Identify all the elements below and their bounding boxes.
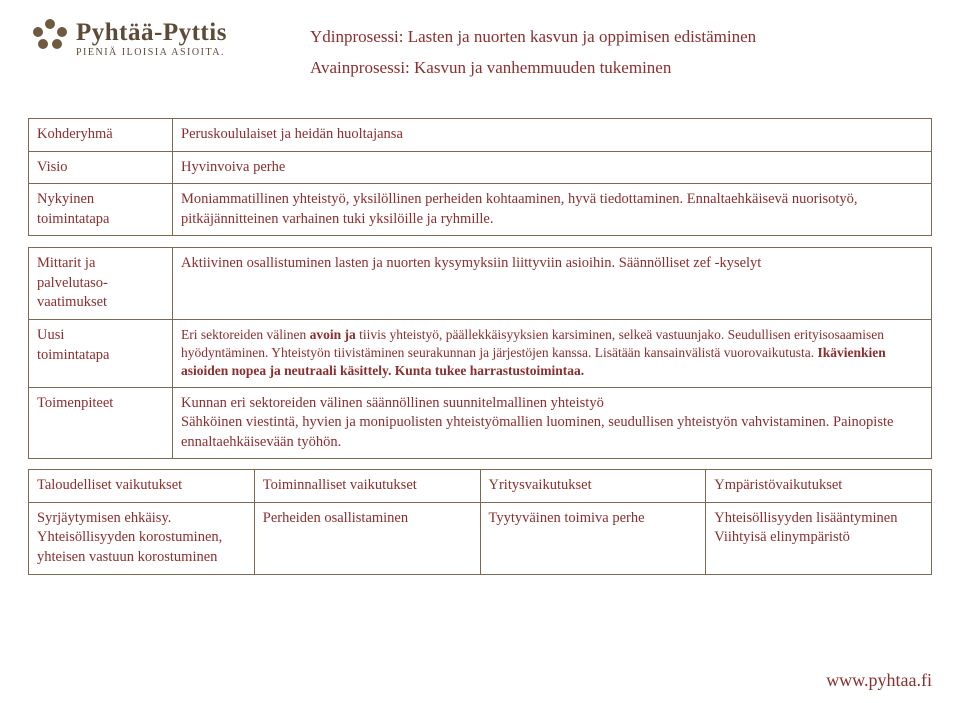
header-processes: Ydinprosessi: Lasten ja nuorten kasvun j… [310, 22, 756, 83]
row-mittarit-label: Mittarit ja palvelutaso- vaatimukset [29, 248, 173, 320]
row-nykyinen-value: Moniammatillinen yhteistyö, yksilöllinen… [173, 184, 932, 236]
row-mittarit-value: Aktiivinen osallistuminen lasten ja nuor… [173, 248, 932, 320]
logo-flower-icon [28, 14, 72, 63]
impacts-c1: Syrjäytymisen ehkäisy. Yhteisöllisyyden … [29, 502, 255, 574]
impacts-c2: Perheiden osallistaminen [254, 502, 480, 574]
logo-subtitle: PIENIÄ ILOISIA ASIOITA. [76, 47, 227, 58]
row-uusi-label: Uusi toimintatapa [29, 319, 173, 387]
row-kohderyhma-label: Kohderyhmä [29, 119, 173, 152]
impacts-table: Taloudelliset vaikutukset Toiminnalliset… [28, 469, 932, 574]
footer-url: www.pyhtaa.fi [826, 670, 932, 691]
impacts-h4: Ympäristövaikutukset [706, 470, 932, 503]
main-table: Kohderyhmä Peruskoululaiset ja heidän hu… [28, 118, 932, 459]
impacts-h2: Toiminnalliset vaikutukset [254, 470, 480, 503]
row-nykyinen-label: Nykyinen toimintatapa [29, 184, 173, 236]
header-line-2: Avainprosessi: Kasvun ja vanhemmuuden tu… [310, 53, 756, 84]
header-line-1: Ydinprosessi: Lasten ja nuorten kasvun j… [310, 22, 756, 53]
impacts-h1: Taloudelliset vaikutukset [29, 470, 255, 503]
impacts-c3: Tyytyväinen toimiva perhe [480, 502, 706, 574]
row-toimenpiteet-label: Toimenpiteet [29, 387, 173, 459]
logo-title: Pyhtää-Pyttis [76, 19, 227, 47]
row-uusi-value: Eri sektoreiden välinen avoin ja tiivis … [173, 319, 932, 387]
row-kohderyhma-value: Peruskoululaiset ja heidän huoltajansa [173, 119, 932, 152]
row-visio-value: Hyvinvoiva perhe [173, 151, 932, 184]
logo: Pyhtää-Pyttis PIENIÄ ILOISIA ASIOITA. [28, 14, 268, 63]
row-visio-label: Visio [29, 151, 173, 184]
impacts-h3: Yritysvaikutukset [480, 470, 706, 503]
impacts-c4: Yhteisöllisyyden lisääntyminen Viihtyisä… [706, 502, 932, 574]
row-toimenpiteet-value: Kunnan eri sektoreiden välinen säännölli… [173, 387, 932, 459]
